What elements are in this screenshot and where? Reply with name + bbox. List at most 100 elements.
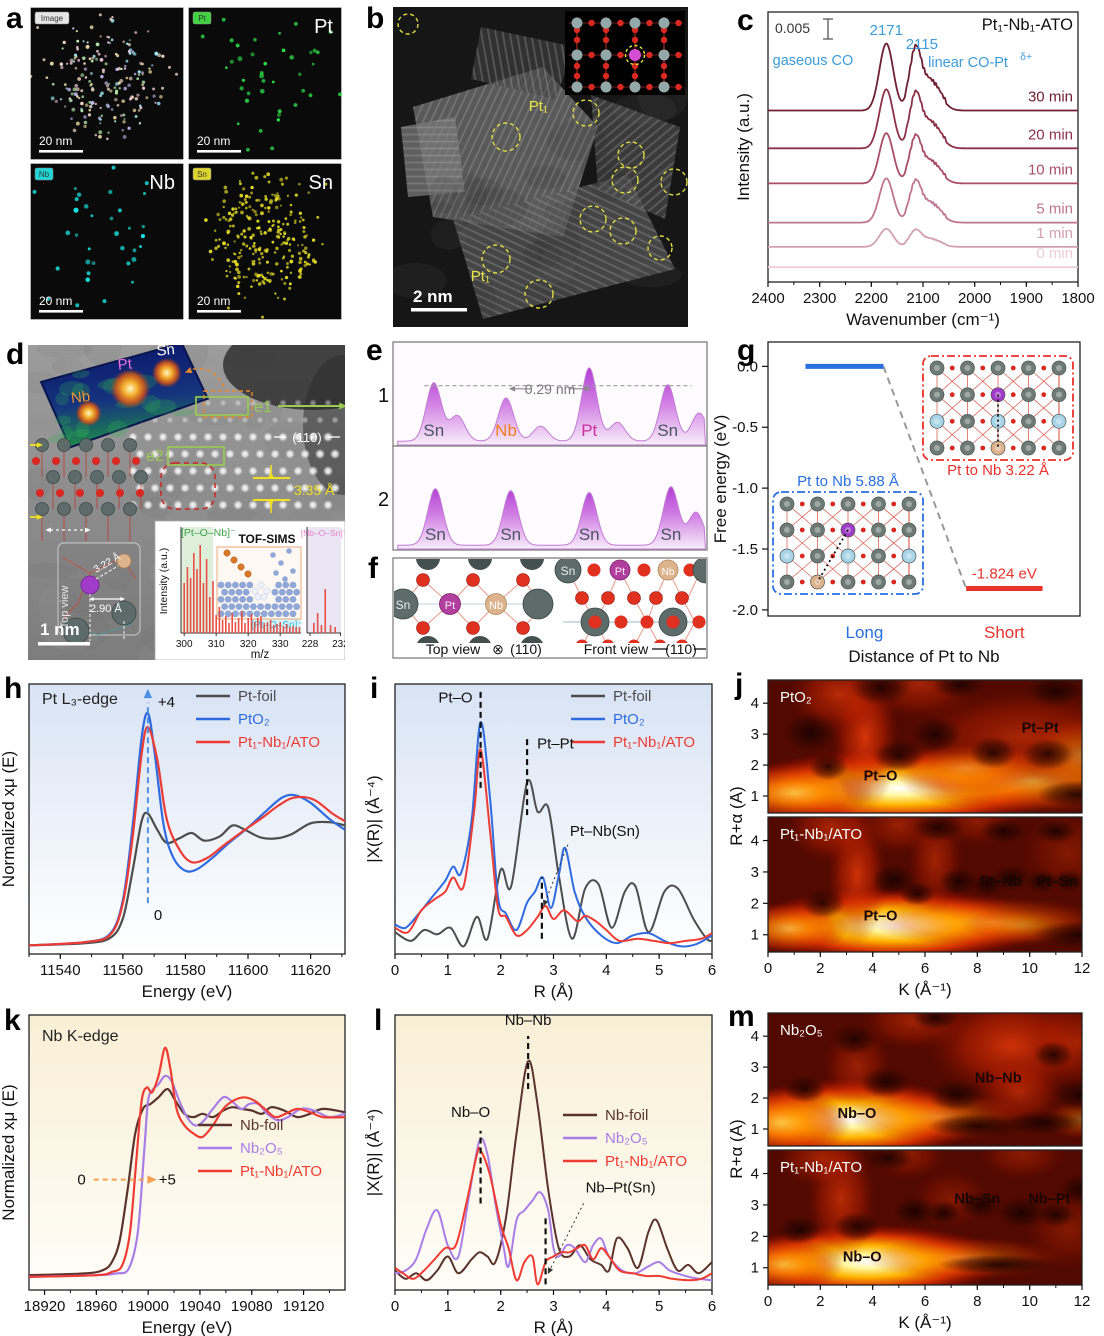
element-label: Sn [309, 172, 333, 194]
y-tick: 3 [751, 1059, 759, 1076]
x-tick: 19040 [179, 1298, 221, 1315]
panel-a-letter: a [6, 2, 23, 35]
x-tick: 1 [444, 962, 452, 979]
x-tick: 2 [496, 962, 504, 979]
x-tick: 5 [655, 962, 663, 979]
caption-plane: (110) [665, 641, 697, 657]
x-tick: 19120 [283, 1298, 325, 1315]
legend-label: Pt-foil [238, 688, 276, 705]
scalebar [38, 642, 90, 646]
pt1-site-circle [660, 168, 688, 196]
y-tick: 1 [751, 927, 759, 944]
panel-i-exafs-chart: 0 1 2 3 4 5 6 R (Å) |X(R)| (Å⁻⁴) Pt-foil PtO₂ Pt₁-N… [365, 683, 716, 1001]
y-axis-label: Normalized xμ (E) [0, 751, 18, 887]
x-tick: 11620 [290, 962, 331, 979]
annotation: linear CO-Pt [928, 55, 1008, 71]
tof-y-label: Intensity (a.u.) [158, 548, 170, 615]
annotation-sup: δ+ [1020, 51, 1032, 63]
energy-value-label: -1.824 eV [972, 565, 1037, 582]
x-tick: 2 [816, 960, 824, 977]
x-tick: 2300 [803, 290, 836, 307]
panel-l-exafs-chart: 0 1 2 3 4 5 6 R (Å) |X(R)| (Å⁻⁴) Nb-foil Nb₂O₅ Pt₁-… [365, 1012, 716, 1336]
y-tick: 3 [751, 1197, 759, 1214]
dft-inset-long [772, 491, 924, 595]
wavelet-panel-title: Pt₁-Nb₁/ATO [780, 826, 862, 843]
oxidation-state-high: +4 [158, 694, 175, 711]
x-axis-label: Energy (eV) [142, 1318, 233, 1336]
legend-label: Pt₁-Nb₁/ATO [613, 734, 695, 751]
tof-x-label: m/z [251, 649, 270, 660]
x-axis-label: K (Å⁻¹) [898, 1313, 951, 1332]
x-tick: 2400 [751, 290, 784, 307]
panel-f-letter: f [368, 552, 378, 585]
exafs-curve [395, 721, 712, 948]
tof-x-tick: 228 [302, 639, 319, 650]
scalebar [411, 308, 467, 312]
spacing-label: 3.35 Å [294, 482, 335, 498]
x-tick: 10 [1021, 960, 1038, 977]
wavelet-shell-label: Pt–Pt [1022, 721, 1059, 737]
panel-b-stem-image: Pt₁ Pt₁ 2 nm [393, 7, 688, 327]
x-tick: 5 [655, 1298, 663, 1315]
scalebar-label: 2 nm [413, 287, 453, 306]
intensity-profile [397, 367, 706, 446]
pt1-site-circle [397, 13, 419, 35]
peak-element-label: Pt [581, 421, 597, 440]
y-tick: -2.0 [732, 602, 758, 619]
scale-marker-label: 0.005 [775, 20, 810, 36]
legend-label: Pt₁-Nb₁/ATO [240, 1163, 322, 1180]
x-tick: 2100 [906, 290, 939, 307]
pt1-site-circle [491, 122, 521, 152]
x-tick: 12 [1074, 1293, 1091, 1310]
y-tick: 4 [751, 833, 759, 850]
wavelet-shell-label: Nb–Nb [975, 1071, 1022, 1087]
x-tick: 18960 [75, 1298, 117, 1315]
wavelet-panel-title: Nb₂O₅ [780, 1022, 823, 1039]
x-tick: 8 [973, 960, 981, 977]
x-tick: 19080 [231, 1298, 273, 1315]
x-tick: 11540 [40, 962, 81, 979]
panel-h-xanes-chart: 11540 11560 11580 11600 11620 Energy (eV) Norm… [0, 683, 346, 1001]
scalebar-label: 20 nm [39, 294, 72, 308]
wavelet-shell-label: Pt–O [864, 769, 898, 785]
fragment-tag-pink: [Nb–O–Sn]⁻ [301, 528, 345, 538]
y-tick: 3 [751, 864, 759, 881]
panel-m-letter: m [728, 1000, 755, 1033]
y-tick: -1.0 [732, 480, 758, 497]
atomic-model-inset [565, 11, 685, 95]
spectrum-1-min [768, 227, 1078, 248]
wavelet-shell-label: Pt–O [864, 909, 898, 925]
pt1-site-circle [481, 244, 511, 274]
panel-h-letter: h [4, 672, 23, 705]
x-axis-label: Energy (eV) [142, 982, 233, 1001]
dft-inset-short [922, 355, 1074, 461]
peak-element-label: Sn [579, 525, 600, 544]
x-tick: 11600 [228, 962, 269, 979]
highlight-roi [160, 462, 216, 510]
tof-x-tick: 310 [208, 639, 225, 650]
peak-label: 2115 [906, 36, 938, 53]
panel-k-letter: k [4, 1004, 21, 1037]
element-label: Nb [149, 172, 175, 194]
annotation: gaseous CO [773, 53, 854, 69]
eds-map-overlay: Image 20 nm [30, 7, 184, 160]
spectrum-30-min [768, 42, 1078, 112]
x-tick: 1 [444, 1298, 452, 1315]
pt1-label: Pt₁ [471, 268, 490, 285]
x-tick: 0 [764, 960, 772, 977]
linescan-label-e2: e2 [146, 448, 164, 465]
x-tick: 2000 [958, 290, 991, 307]
x-tick: 6 [921, 960, 929, 977]
chart-title: Nb K-edge [42, 1028, 119, 1045]
x-tick: 10 [1021, 1293, 1038, 1310]
y-axis-label: |X(R)| (Å⁻⁴) [365, 775, 383, 862]
eds-map-Sn: Sn Sn 20 nm [188, 163, 342, 320]
sn-atom [111, 600, 137, 626]
fragment-tag-green: [Pt–O–Nb]⁻ [181, 527, 236, 539]
time-label: 5 min [1036, 201, 1073, 218]
spectrum-10-min [768, 132, 1078, 185]
panel-d-letter: d [6, 338, 25, 371]
linescan-label-e1: e1 [254, 399, 272, 416]
map-tag: Image [41, 14, 64, 23]
